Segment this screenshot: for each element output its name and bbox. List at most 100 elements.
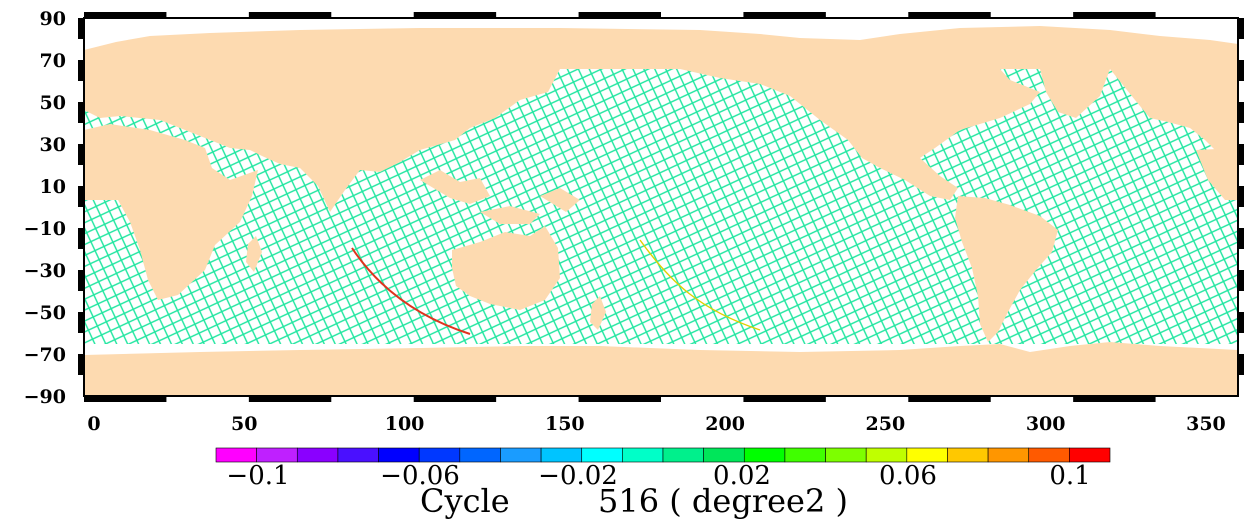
colorbar <box>215 447 1111 463</box>
frame-check <box>743 396 826 402</box>
colorbar-swatch <box>906 447 948 463</box>
frame-check <box>743 12 826 18</box>
colorbar-swatch <box>581 447 623 463</box>
colorbar-swatch <box>459 447 501 463</box>
lon-tick-label: 0 <box>87 413 100 435</box>
lon-tick-label: 50 <box>231 413 257 435</box>
colorbar-labels: −0.1 −0.06 −0.02 0.02 0.06 0.1 <box>226 461 1090 491</box>
land-southeast-asia <box>420 170 580 224</box>
land-south-america <box>955 196 1058 342</box>
frame-check <box>1073 12 1156 18</box>
frame-check <box>78 60 84 81</box>
colorbar-swatch <box>500 447 542 463</box>
frame-check <box>1073 396 1156 402</box>
frame-check <box>1238 60 1244 81</box>
lon-tick-label: 100 <box>385 413 425 435</box>
frame-check <box>78 228 84 249</box>
frame-check <box>1238 144 1244 165</box>
lat-tick-label: −50 <box>24 302 66 324</box>
frame-check <box>248 396 332 402</box>
lon-tick-label: 350 <box>1186 413 1226 435</box>
frame-check <box>578 12 661 18</box>
colorbar-swatch <box>378 447 420 463</box>
colorbar-swatch <box>865 447 908 463</box>
colorbar-tick-label: −0.02 <box>538 461 618 491</box>
colorbar-swatch <box>784 447 826 463</box>
colorbar-swatch <box>418 447 461 463</box>
lat-tick-label: −70 <box>24 344 66 366</box>
frame-check <box>84 396 167 402</box>
frame-check <box>1238 18 1244 39</box>
colorbar-swatch <box>540 447 583 463</box>
lat-tick-label: 10 <box>40 176 66 198</box>
map-area <box>84 18 1238 396</box>
lat-tick-label: 30 <box>40 134 66 156</box>
colorbar-swatch <box>296 447 339 463</box>
frame-check <box>908 396 991 402</box>
colorbar-swatch <box>662 447 704 463</box>
lon-tick-label: 150 <box>545 413 585 435</box>
map-frame-ticks <box>78 12 1244 402</box>
land-europe-east <box>1110 69 1238 150</box>
frame-check <box>84 12 167 18</box>
land-madagascar <box>246 236 262 272</box>
frame-check <box>1238 186 1244 207</box>
colorbar-swatch <box>987 447 1030 463</box>
frame-check <box>908 12 991 18</box>
frame-check <box>1238 228 1244 249</box>
frame-check <box>1238 102 1244 123</box>
colorbar-tick-label: −0.06 <box>380 461 460 491</box>
frame-check <box>1238 270 1244 291</box>
land-africa <box>84 124 258 300</box>
lat-tick-label: 50 <box>40 92 66 114</box>
land-arctic <box>84 26 1238 69</box>
title-units: 516 ( degree2 ) <box>598 482 848 520</box>
lon-tick-label: 200 <box>705 413 745 435</box>
colorbar-tick-label: −0.1 <box>226 461 289 491</box>
colorbar-swatch <box>703 447 745 463</box>
frame-check <box>78 186 84 207</box>
land-australia <box>452 226 560 310</box>
frame-check <box>78 270 84 291</box>
lat-tick-label: −10 <box>24 218 66 240</box>
lon-tick-label: 300 <box>1026 413 1066 435</box>
colorbar-tick-label: 0.02 <box>713 461 771 491</box>
longitude-axis: 0 50 100 150 200 250 300 350 <box>87 413 1225 435</box>
land-north-america <box>680 69 1040 200</box>
lat-tick-label: 90 <box>40 8 66 30</box>
frame-check <box>1238 354 1244 375</box>
lon-tick-label: 250 <box>866 413 906 435</box>
land-africa-west <box>1196 148 1238 200</box>
colorbar-swatch <box>825 447 867 463</box>
frame-check <box>78 102 84 123</box>
frame-check <box>248 12 332 18</box>
frame-check <box>578 396 661 402</box>
frame-check <box>78 144 84 165</box>
frame-check <box>78 312 84 333</box>
highlight-track-arc <box>351 247 471 335</box>
frame-check <box>78 18 84 39</box>
land-greenland <box>1040 69 1110 118</box>
latitude-axis: 90 70 50 30 10 −10 −30 −50 −70 −90 <box>24 8 66 408</box>
title-cycle: Cycle <box>420 482 510 520</box>
lat-tick-label: −30 <box>24 260 66 282</box>
frame-check <box>78 354 84 375</box>
colorbar-swatch <box>337 447 379 463</box>
highlight-track-arc-yellow <box>639 239 761 331</box>
colorbar-tick-label: 0.1 <box>1049 461 1090 491</box>
frame-check <box>413 396 497 402</box>
colorbar-swatch <box>256 447 298 463</box>
colorbar-swatch <box>743 447 786 463</box>
colorbar-swatch <box>947 447 989 463</box>
colorbar-tick-label: 0.06 <box>879 461 937 491</box>
frame-check <box>1238 312 1244 333</box>
land-antarctica <box>84 342 1238 396</box>
colorbar-swatch <box>622 447 664 463</box>
colorbar-swatch <box>1028 447 1070 463</box>
lat-tick-label: 70 <box>40 50 66 72</box>
colorbar-swatch <box>215 447 257 463</box>
land-eurasia <box>84 69 560 212</box>
colorbar-swatch <box>1069 447 1111 463</box>
lat-tick-label: −90 <box>24 386 66 408</box>
